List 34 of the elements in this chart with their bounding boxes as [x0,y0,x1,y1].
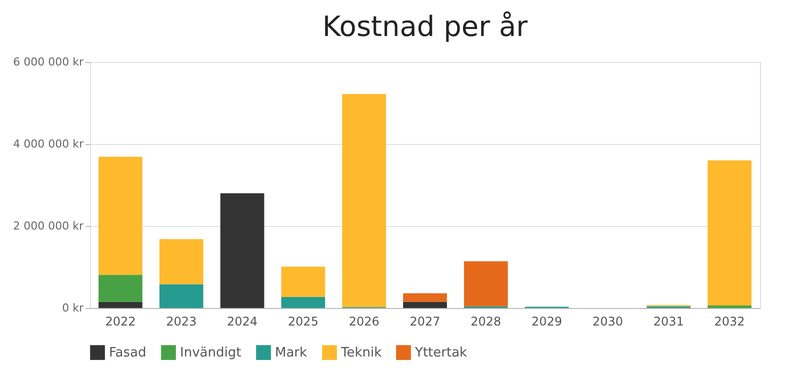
bar [342,94,386,308]
bar [281,266,326,297]
x-tick-label: 2024 [227,314,258,328]
x-tick-label: 2027 [410,314,440,328]
legend-label: Teknik [340,346,382,361]
y-tick-label: 2 000 000 kr [13,220,84,232]
x-tick-label: 2026 [348,314,380,328]
bar [98,274,142,302]
bar [98,156,142,275]
y-tick-label: 0 kr [62,302,84,314]
x-tick-label: 2025 [288,314,318,328]
legend-label: Yttertak [414,346,468,361]
bar [281,296,326,308]
bar [159,239,204,284]
y-tick-label: 4 000 000 kr [13,138,84,150]
x-tick-label: 2023 [166,314,197,328]
x-tick-label: 2030 [592,314,623,328]
y-tick-label: 6 000 000 kr [13,56,84,68]
bar [403,293,447,302]
legend-label: Mark [275,346,308,361]
bar [708,160,752,306]
bar [220,193,264,308]
x-tick-label: 2032 [714,314,745,328]
bar [403,302,447,308]
x-tick-label: 2022 [105,314,136,328]
chart-title: Kostnad per år [322,10,528,43]
bar [159,284,204,308]
bar [464,261,508,306]
x-tick-label: 2028 [470,314,502,328]
bar [98,302,142,308]
legend-label: Invändigt [180,346,242,361]
x-tick-label: 2031 [653,314,684,328]
x-tick-label: 2029 [532,314,562,328]
legend-label: Fasad [109,346,146,361]
